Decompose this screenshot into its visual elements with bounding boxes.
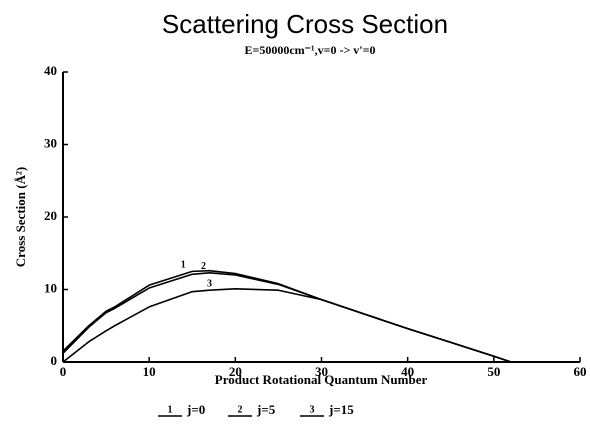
line-series [62, 287, 512, 363]
x-axis-label: Product Rotational Quantum Number [215, 372, 428, 387]
y-tick-label: 10 [44, 280, 57, 295]
y-tick-label: 40 [44, 63, 57, 78]
curve-label: 2 [201, 261, 206, 272]
curve-label: 1 [181, 260, 186, 271]
legend-number: 2 [238, 404, 243, 415]
legend-number: 1 [168, 404, 173, 415]
y-tick-label: 30 [44, 135, 57, 150]
legend-number: 3 [310, 404, 315, 415]
legend-label: j=15 [328, 402, 354, 417]
x-tick-label: 20 [229, 364, 242, 379]
curve-label: 3 [207, 279, 212, 290]
x-tick-label: 10 [143, 364, 156, 379]
x-tick-label: 30 [315, 364, 328, 379]
line-series [62, 269, 512, 363]
x-tick-label: 0 [60, 364, 67, 379]
x-tick-label: 40 [401, 364, 414, 379]
x-tick-label: 50 [487, 364, 500, 379]
chart-title: Scattering Cross Section [162, 9, 448, 39]
x-tick-label: 60 [574, 364, 587, 379]
chart-subtitle: E=50000cm⁻¹,v=0 -> v'=0 [245, 43, 376, 57]
legend-label: j=0 [186, 402, 205, 417]
legend-label: j=5 [256, 402, 276, 417]
y-tick-label: 0 [51, 353, 58, 368]
y-axis-label: Cross Section (Å²) [13, 167, 28, 267]
y-tick-label: 20 [44, 208, 57, 223]
